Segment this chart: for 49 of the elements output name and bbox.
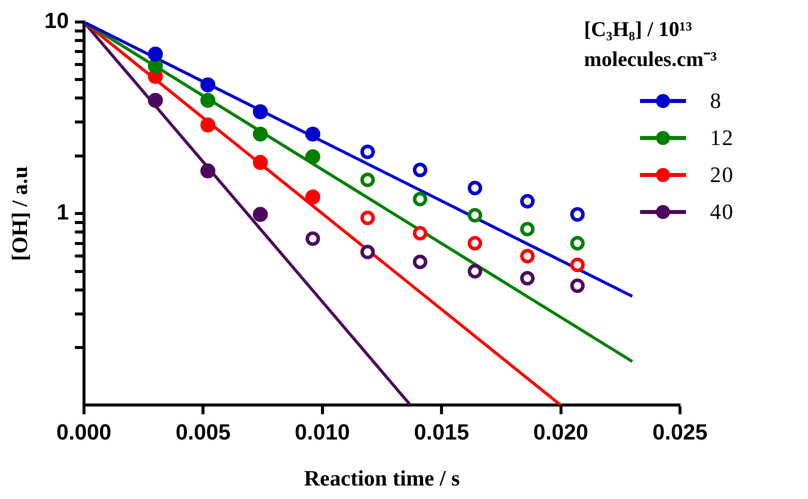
point bbox=[570, 258, 585, 272]
point bbox=[360, 144, 375, 160]
point bbox=[412, 192, 428, 206]
point bbox=[305, 126, 320, 142]
point bbox=[570, 207, 585, 222]
legend-label: 8 bbox=[710, 88, 722, 114]
point bbox=[305, 149, 320, 164]
point bbox=[468, 264, 482, 279]
point bbox=[412, 162, 428, 178]
point bbox=[412, 254, 428, 270]
point bbox=[252, 154, 268, 170]
x-tick-label: 0.005 bbox=[176, 419, 231, 444]
x-axis-title: Reaction time / s bbox=[304, 465, 460, 490]
point bbox=[200, 92, 216, 108]
point bbox=[360, 210, 375, 226]
point bbox=[252, 126, 268, 142]
point bbox=[570, 236, 585, 251]
point bbox=[252, 104, 268, 120]
point bbox=[520, 194, 535, 208]
point bbox=[520, 248, 535, 264]
point bbox=[360, 172, 375, 188]
x-tick-label: 0.020 bbox=[533, 419, 588, 444]
x-tick-label: 0.025 bbox=[652, 419, 708, 444]
legend-label: 40 bbox=[710, 198, 734, 224]
point bbox=[148, 46, 163, 62]
y-axis-title: [OH] / a.u bbox=[6, 166, 32, 261]
point bbox=[305, 190, 320, 205]
legend-label: 12 bbox=[710, 124, 734, 150]
point bbox=[412, 226, 428, 240]
legend-label: 20 bbox=[710, 162, 734, 188]
point bbox=[200, 77, 216, 92]
point bbox=[200, 163, 216, 178]
point bbox=[468, 208, 482, 223]
point bbox=[520, 270, 535, 286]
x-tick-label: 0.015 bbox=[414, 419, 470, 444]
point bbox=[468, 236, 482, 251]
x-tick-label: 0.010 bbox=[294, 419, 350, 444]
point bbox=[252, 206, 268, 222]
point bbox=[148, 92, 163, 108]
legend-title: [C₃H₈] / 10¹³ molecules.cm⁻³ bbox=[584, 16, 718, 73]
point bbox=[468, 180, 482, 196]
x-tick-label: 0.000 bbox=[56, 419, 112, 444]
point bbox=[520, 222, 535, 236]
y-tick-label: 1 bbox=[56, 200, 69, 225]
point bbox=[306, 231, 320, 246]
point bbox=[200, 118, 216, 133]
y-tick-label: 10 bbox=[44, 8, 69, 34]
point bbox=[570, 278, 585, 294]
point bbox=[360, 244, 375, 260]
